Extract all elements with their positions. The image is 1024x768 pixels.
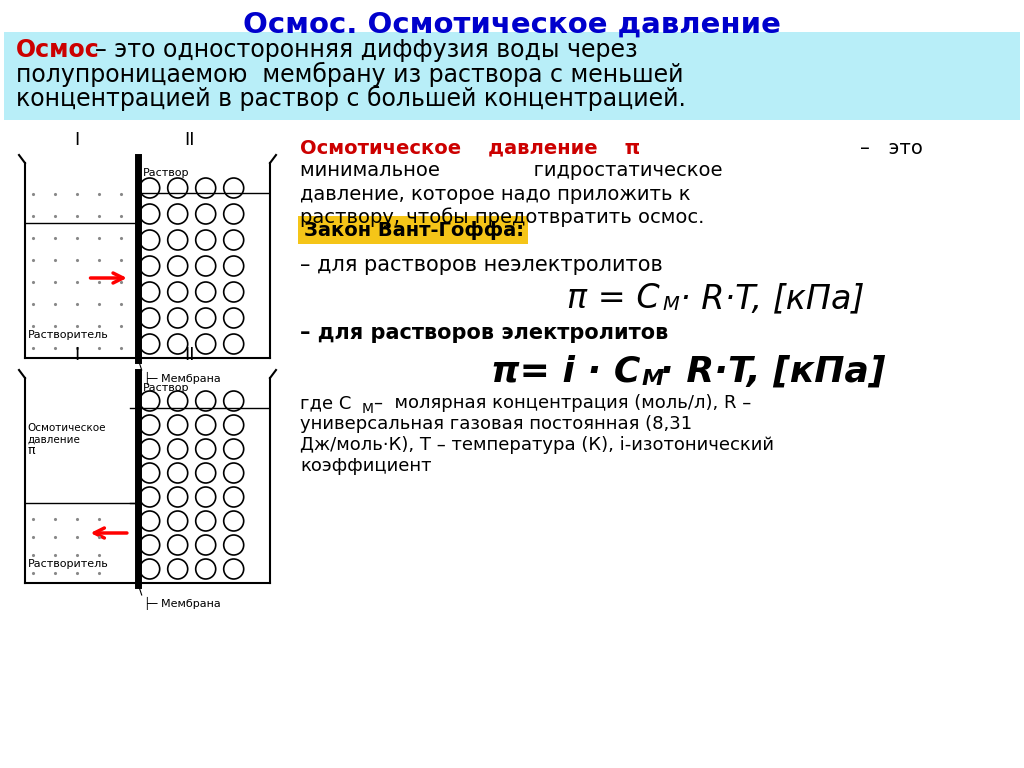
- Text: – для растворов неэлектролитов: – для растворов неэлектролитов: [300, 255, 663, 275]
- Text: – для растворов электролитов: – для растворов электролитов: [300, 323, 669, 343]
- Text: концентрацией в раствор с большей концентрацией.: концентрацией в раствор с большей концен…: [16, 85, 686, 111]
- Text: I: I: [75, 346, 80, 364]
- Bar: [298, 216, 528, 244]
- Text: Растворитель: Растворитель: [28, 559, 109, 569]
- Text: Закон Вант-Гоффа:: Закон Вант-Гоффа:: [304, 220, 524, 240]
- Text: π = C: π = C: [567, 283, 660, 316]
- Text: M: M: [642, 369, 665, 389]
- FancyArrowPatch shape: [90, 273, 123, 283]
- Text: давление: давление: [27, 435, 80, 445]
- Text: минимальное               гидростатическое: минимальное гидростатическое: [300, 161, 723, 180]
- Text: Осмотическое    давление    π: Осмотическое давление π: [300, 138, 640, 157]
- Text: I: I: [75, 131, 80, 149]
- Text: II: II: [184, 346, 195, 364]
- Text: Осмос. Осмотическое давление: Осмос. Осмотическое давление: [243, 11, 781, 39]
- Text: коэффициент: коэффициент: [300, 457, 431, 475]
- Text: Осмос: Осмос: [16, 38, 99, 62]
- Text: где С: где С: [300, 394, 351, 412]
- Text: Осмотическое: Осмотическое: [27, 423, 105, 433]
- Text: – это односторонняя диффузия воды через: – это односторонняя диффузия воды через: [95, 38, 638, 62]
- Text: –   это: – это: [860, 138, 923, 157]
- Text: · R·T, [кПа]: · R·T, [кПа]: [680, 283, 864, 316]
- Text: полупроницаемою  мембрану из раствора с меньшей: полупроницаемою мембрану из раствора с м…: [16, 61, 683, 87]
- Text: М: М: [362, 402, 374, 416]
- FancyArrowPatch shape: [94, 528, 127, 538]
- Text: Раствор: Раствор: [142, 168, 189, 178]
- Text: –  молярная концентрация (моль/л), R –: – молярная концентрация (моль/л), R –: [374, 394, 752, 412]
- Text: Раствор: Раствор: [142, 383, 189, 393]
- Text: II: II: [184, 131, 195, 149]
- Text: · R·T, [кПа]: · R·T, [кПа]: [660, 355, 886, 389]
- Bar: [4, 32, 1020, 120]
- Text: π= i · C: π= i · C: [490, 355, 640, 389]
- Text: ├─ Мембрана: ├─ Мембрана: [143, 372, 220, 385]
- Text: ├─ Мембрана: ├─ Мембрана: [143, 597, 220, 610]
- Text: Дж/моль·К), Т – температура (К), i-изотонический: Дж/моль·К), Т – температура (К), i-изото…: [300, 436, 774, 454]
- Text: π: π: [27, 444, 35, 457]
- Text: раствору, чтобы предотвратить осмос.: раствору, чтобы предотвратить осмос.: [300, 207, 705, 227]
- Text: давление, которое надо приложить к: давление, которое надо приложить к: [300, 184, 690, 204]
- Text: Растворитель: Растворитель: [28, 330, 109, 340]
- Text: универсальная газовая постоянная (8,31: универсальная газовая постоянная (8,31: [300, 415, 692, 433]
- Text: M: M: [662, 296, 679, 315]
